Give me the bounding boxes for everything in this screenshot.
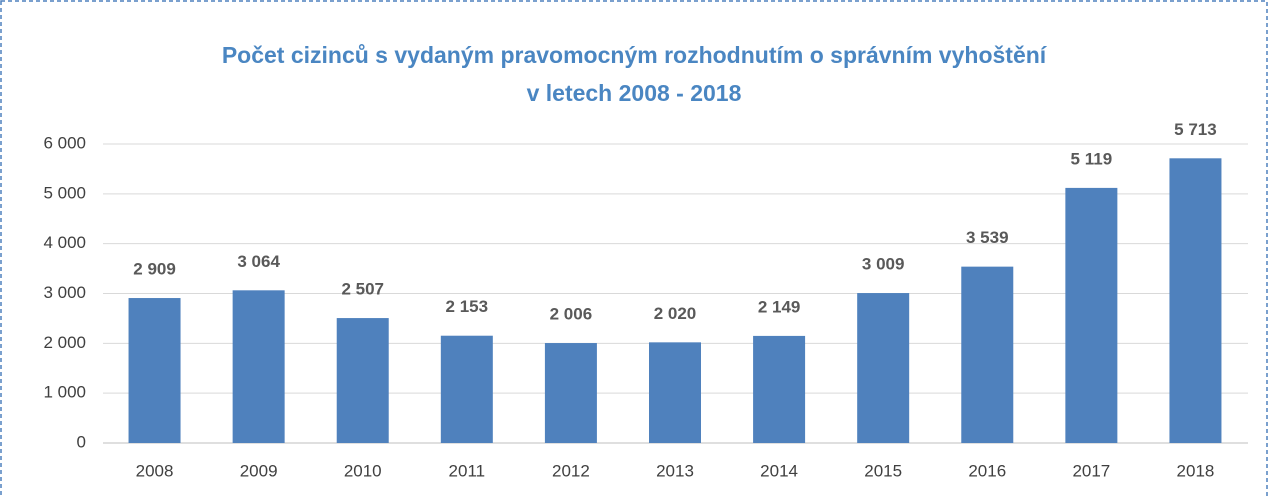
bar: [857, 293, 910, 443]
data-label: 2 909: [133, 260, 176, 279]
y-tick-label: 5 000: [43, 183, 86, 202]
y-tick-label: 0: [77, 432, 86, 451]
x-tick-label: 2012: [552, 461, 590, 480]
x-tick-label: 2008: [136, 461, 174, 480]
y-tick-label: 1 000: [43, 383, 86, 402]
x-tick-label: 2017: [1072, 461, 1110, 480]
x-tick-label: 2015: [864, 461, 902, 480]
bar: [649, 342, 701, 443]
x-tick-label: 2009: [240, 461, 278, 480]
data-label: 5 119: [1071, 149, 1113, 168]
data-label: 2 006: [550, 305, 593, 324]
bar: [753, 335, 806, 443]
bar: [544, 343, 597, 443]
bar: [440, 335, 493, 443]
x-tick-label: 2014: [760, 461, 798, 480]
bar: [1169, 158, 1222, 443]
x-tick-label: 2018: [1177, 461, 1215, 480]
data-label: 5 713: [1174, 120, 1217, 139]
x-tick-label: 2010: [344, 461, 382, 480]
chart-title: v letech 2008 - 2018: [527, 80, 742, 106]
chart-title: Počet cizinců s vydaným pravomocným rozh…: [222, 42, 1048, 68]
data-label: 2 020: [654, 304, 697, 323]
bar: [961, 266, 1014, 443]
bar: [232, 290, 285, 443]
data-label: 3 064: [237, 252, 280, 271]
data-label: 2 149: [758, 297, 801, 316]
data-label: 2 507: [341, 280, 384, 299]
bar: [1065, 187, 1118, 443]
bar: [336, 318, 389, 443]
y-tick-label: 6 000: [43, 133, 86, 152]
data-label: 3 539: [966, 228, 1009, 247]
x-tick-label: 2013: [656, 461, 694, 480]
x-tick-label: 2016: [968, 461, 1006, 480]
y-tick-label: 3 000: [43, 283, 86, 302]
data-label: 2 153: [446, 297, 489, 316]
y-tick-label: 4 000: [43, 233, 86, 252]
data-label: 3 009: [862, 255, 905, 274]
y-tick-label: 2 000: [43, 333, 86, 352]
bar: [128, 298, 181, 443]
x-tick-label: 2011: [449, 461, 486, 480]
